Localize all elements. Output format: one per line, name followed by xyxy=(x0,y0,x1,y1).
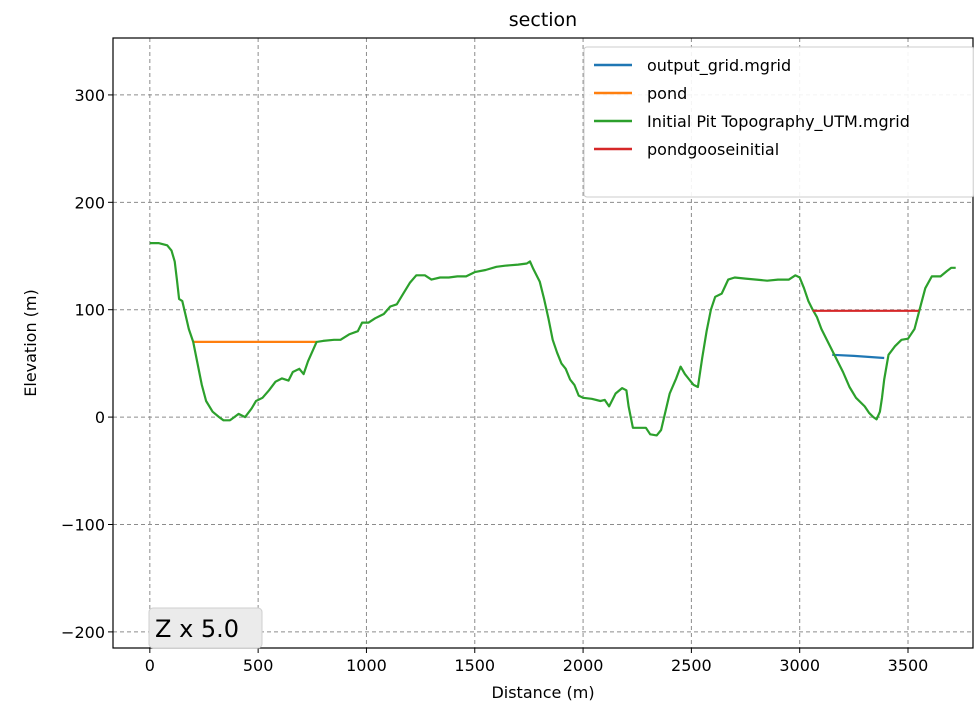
y-tick-label: −100 xyxy=(61,515,105,534)
legend-label: output_grid.mgrid xyxy=(647,56,791,76)
chart-title: section xyxy=(509,9,577,31)
axis-ticks: 0 500 1000 1500 2000 2500 3000 3500 −200 −100 0 100… xyxy=(61,86,928,675)
y-tick-label: 0 xyxy=(95,408,105,427)
series-line-output-grid-mgrid xyxy=(832,353,885,360)
z-exaggeration-box xyxy=(148,607,263,649)
x-tick-label: 3000 xyxy=(779,656,820,675)
legend-label: pond xyxy=(647,84,687,103)
z-exaggeration-label: Z x 5.0 xyxy=(155,615,239,643)
x-tick-label: 500 xyxy=(243,656,274,675)
y-tick-label: 300 xyxy=(74,86,105,105)
x-axis-title: Distance (m) xyxy=(491,683,594,702)
series-line-initial-pit-topography-utm-mgrid xyxy=(149,242,956,437)
x-tick-label: 2000 xyxy=(563,656,604,675)
x-tick-label: 0 xyxy=(145,656,155,675)
y-tick-label: −200 xyxy=(61,623,105,642)
x-tick-label: 1500 xyxy=(454,656,495,675)
legend-label: pondgooseinitial xyxy=(647,140,779,159)
series-lines xyxy=(149,242,956,437)
legend-label: Initial Pit Topography_UTM.mgrid xyxy=(647,112,910,132)
y-tick-label: 200 xyxy=(74,193,105,212)
x-tick-label: 1000 xyxy=(346,656,387,675)
x-tick-label: 3500 xyxy=(888,656,929,675)
y-axis-title: Elevation (m) xyxy=(21,289,40,396)
y-tick-label: 100 xyxy=(74,301,105,320)
z-exaggeration-badge: Z x 5.0 xyxy=(148,607,263,649)
plot-frame xyxy=(112,37,974,649)
x-tick-label: 2500 xyxy=(671,656,712,675)
legend-box xyxy=(583,46,974,198)
